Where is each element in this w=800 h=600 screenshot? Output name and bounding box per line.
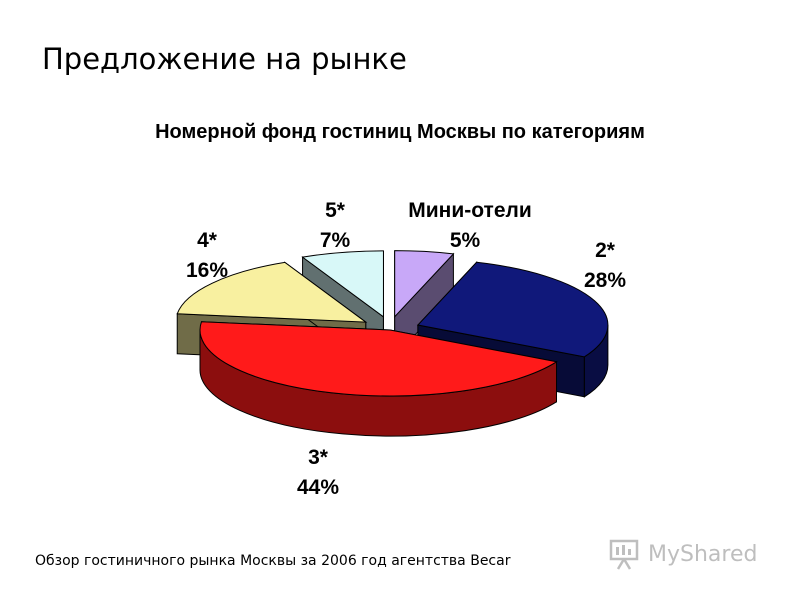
- slice-label-mini-hotels: Мини-отели 5%: [395, 196, 545, 256]
- slice-category-label: Мини-отели: [408, 199, 532, 222]
- slice-label-2-star: 2* 28%: [575, 236, 635, 296]
- slice-category-label: 4*: [197, 229, 217, 252]
- presentation-icon: [609, 539, 639, 570]
- pie-slice-2: [199, 321, 558, 397]
- slice-value-label: 7%: [319, 229, 351, 252]
- slide-title: Предложение на рынке: [42, 42, 407, 76]
- slice-value-label: 5%: [449, 229, 481, 252]
- slice-category-label: 2*: [595, 239, 615, 262]
- slice-category-label: 5*: [325, 199, 345, 222]
- pie-slice-1: [416, 261, 609, 358]
- pie-slice-3: [176, 261, 368, 323]
- slice-value-label: 44%: [296, 476, 340, 499]
- slice-label-4-star: 4* 16%: [172, 226, 242, 286]
- slice-label-3-star: 3* 44%: [283, 443, 353, 503]
- slice-label-5-star: 5* 7%: [300, 196, 370, 256]
- pie-slice-4: [301, 250, 384, 318]
- slice-value-label: 16%: [185, 259, 229, 282]
- slice-value-label: 28%: [583, 269, 627, 292]
- slice-category-label: 3*: [308, 446, 328, 469]
- watermark-logo: MyShared: [608, 537, 757, 571]
- pie-slice-0: [394, 250, 455, 318]
- watermark-text: MyShared: [648, 541, 758, 567]
- chart-title: Номерной фонд гостиниц Москвы по категор…: [155, 121, 645, 143]
- source-footnote: Обзор гостиничного рынка Москвы за 2006 …: [35, 553, 511, 569]
